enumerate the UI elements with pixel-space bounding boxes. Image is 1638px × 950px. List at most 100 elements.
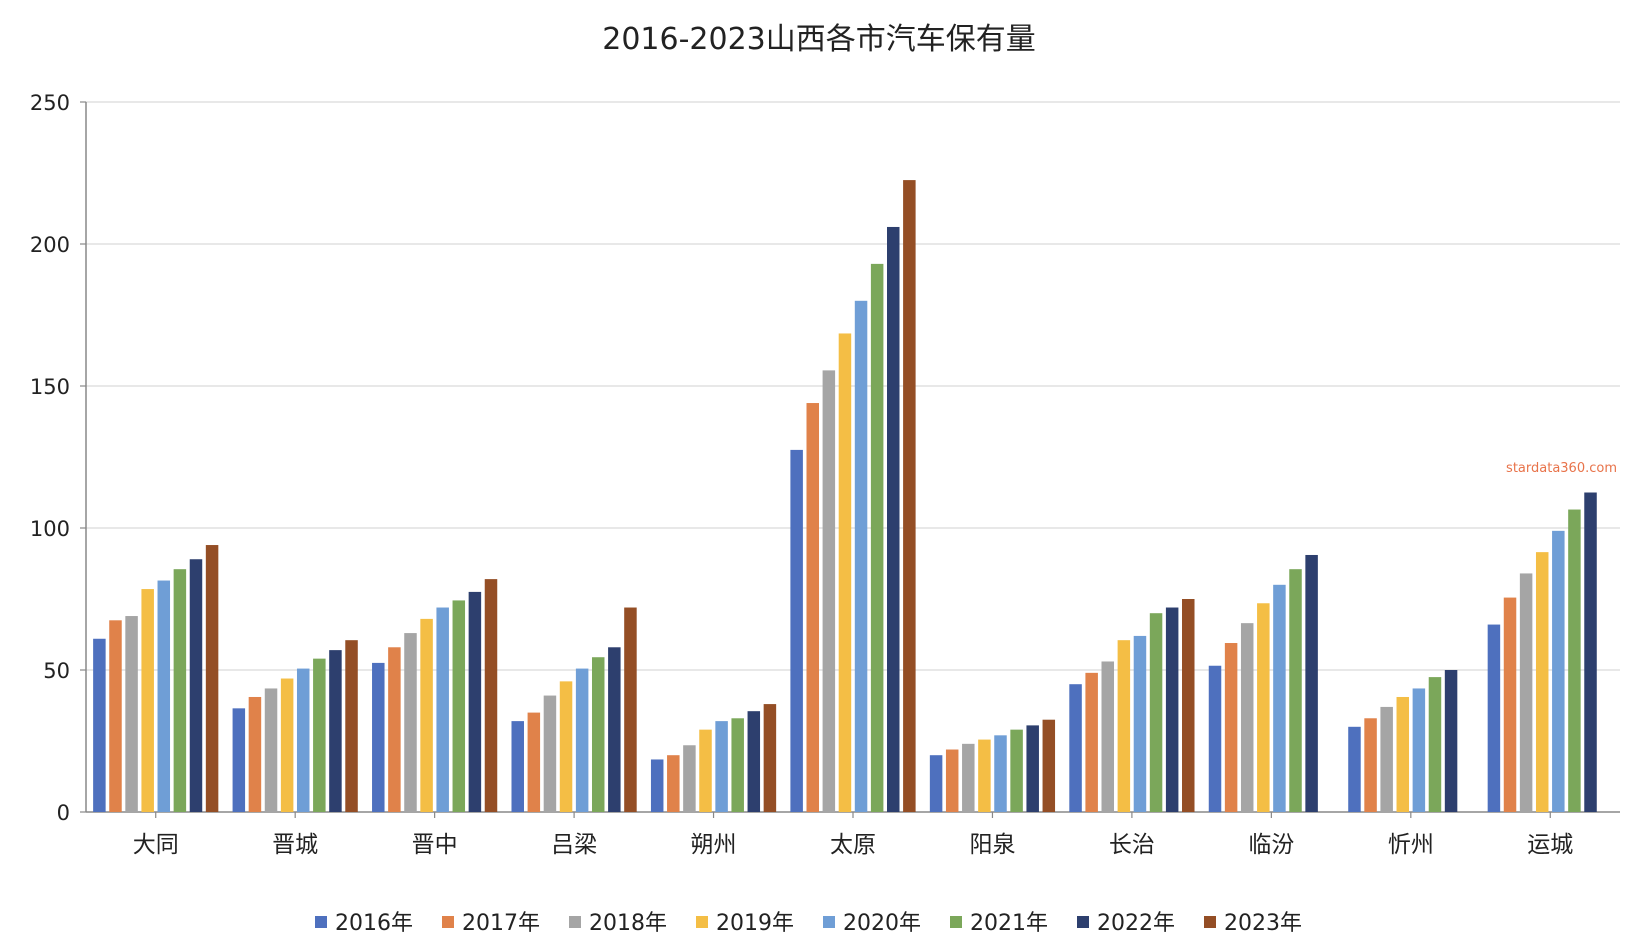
- bar-2023年-晋中: [484, 579, 498, 812]
- bar-2016年-长治: [1069, 684, 1082, 812]
- chart-title: 2016-2023山西各市汽车保有量: [602, 22, 1036, 57]
- bar-2021年-吕梁: [591, 657, 605, 812]
- bar-2022年-长治: [1165, 607, 1179, 812]
- bar-2018年-阳泉: [962, 743, 975, 812]
- bar-2021年-太原: [870, 263, 884, 812]
- x-tick-label: 大同: [133, 832, 179, 858]
- bar-2016年-忻州: [1348, 726, 1361, 812]
- x-tick-label: 临汾: [1248, 832, 1294, 858]
- bar-2018年-太原: [822, 370, 836, 812]
- x-tick-label: 阳泉: [969, 832, 1015, 858]
- bar-2018年-忻州: [1380, 706, 1393, 812]
- bar-2019年-忻州: [1396, 696, 1410, 812]
- bar-2020年-临汾: [1273, 584, 1286, 812]
- bar-2020年-运城: [1552, 530, 1565, 812]
- bar-2021年-晋城: [313, 658, 326, 812]
- bar-2018年-朔州: [683, 745, 696, 812]
- tick-labels: 0 50 100 150 200 250 大同 晋城 晋中 吕梁 朔州 太原 阳泉 长治 临汾 忻州 运城: [30, 91, 1573, 858]
- bar-2020年-吕梁: [575, 668, 589, 812]
- bar-2023年-大同: [205, 545, 219, 812]
- bar-2022年-忻州: [1444, 670, 1458, 812]
- bar-2016年-大同: [93, 638, 106, 812]
- bar-2022年-阳泉: [1026, 725, 1039, 812]
- bar-2023年-长治: [1182, 599, 1195, 812]
- bar-2016年-阳泉: [929, 755, 943, 812]
- bar-2017年-朔州: [667, 755, 680, 812]
- bar-2020年-长治: [1133, 635, 1147, 812]
- legend: 2016年 2017年 2018年 2019年 2020年 2021年 2022年 2023年: [315, 911, 1302, 936]
- bar-2021年-临汾: [1289, 569, 1302, 812]
- gridlines: [86, 101, 1620, 671]
- bars: [93, 180, 1597, 813]
- bar-2020年-忻州: [1412, 688, 1426, 812]
- bar-2018年-运城: [1519, 573, 1533, 812]
- legend-label: 2017年: [462, 911, 540, 936]
- bar-2022年-临汾: [1305, 554, 1318, 812]
- bar-2022年-晋中: [468, 591, 482, 812]
- bar-2019年-长治: [1117, 640, 1131, 812]
- bar-2017年-吕梁: [527, 712, 541, 812]
- y-tick-label: 0: [57, 801, 70, 825]
- legend-swatch: [1204, 916, 1216, 928]
- legend-label: 2016年: [335, 911, 413, 936]
- bar-2022年-吕梁: [608, 647, 621, 812]
- bar-2020年-阳泉: [994, 735, 1007, 812]
- bar-2020年-朔州: [715, 721, 728, 812]
- legend-label: 2019年: [716, 911, 794, 936]
- bar-2019年-朔州: [699, 729, 712, 812]
- bar-2023年-太原: [903, 180, 916, 813]
- legend-swatch: [950, 916, 962, 928]
- bar-2019年-晋城: [280, 678, 294, 812]
- watermark-text: stardata360.com: [1506, 461, 1617, 476]
- bar-2019年-临汾: [1257, 603, 1270, 812]
- bar-2017年-长治: [1085, 672, 1098, 812]
- bar-2016年-晋中: [372, 662, 385, 812]
- bar-2018年-吕梁: [543, 695, 557, 812]
- y-tick-label: 50: [43, 659, 70, 683]
- y-tick-label: 250: [30, 91, 70, 115]
- bar-2019年-太原: [838, 333, 852, 812]
- bar-2019年-晋中: [420, 618, 433, 812]
- bar-2017年-阳泉: [945, 749, 959, 812]
- bar-2022年-晋城: [329, 650, 342, 812]
- bar-2018年-晋中: [404, 633, 417, 812]
- bar-2017年-晋中: [388, 647, 401, 812]
- y-tick-label: 100: [30, 517, 70, 541]
- bar-2017年-晋城: [248, 696, 262, 812]
- y-tick-label: 200: [30, 233, 70, 257]
- bar-2020年-晋中: [436, 607, 449, 812]
- bar-2017年-忻州: [1364, 718, 1377, 812]
- bar-2021年-忻州: [1428, 677, 1442, 812]
- bar-2022年-朔州: [747, 711, 761, 812]
- x-tick-label: 晋中: [412, 832, 458, 858]
- bar-2017年-大同: [109, 620, 122, 812]
- bar-2018年-晋城: [264, 688, 278, 812]
- bar-2020年-晋城: [296, 668, 310, 812]
- bar-2017年-太原: [806, 403, 819, 812]
- bar-2021年-运城: [1568, 509, 1581, 812]
- x-tick-label: 朔州: [691, 832, 737, 858]
- x-tick-label: 太原: [830, 832, 876, 858]
- bar-2019年-大同: [141, 589, 154, 812]
- bar-2019年-吕梁: [559, 681, 573, 812]
- bar-2021年-朔州: [731, 718, 744, 812]
- bar-2016年-太原: [790, 449, 803, 812]
- bar-2016年-晋城: [232, 708, 246, 812]
- bar-2019年-运城: [1535, 552, 1549, 812]
- bar-2018年-长治: [1101, 661, 1115, 812]
- bar-2019年-阳泉: [978, 739, 991, 812]
- bar-2020年-太原: [854, 300, 868, 812]
- bar-2016年-朔州: [650, 759, 664, 812]
- x-tick-label: 吕梁: [551, 832, 597, 858]
- legend-label: 2021年: [970, 911, 1048, 936]
- bar-2023年-晋城: [345, 640, 358, 812]
- bar-2016年-临汾: [1208, 665, 1222, 812]
- bar-2021年-阳泉: [1010, 729, 1023, 812]
- legend-swatch: [696, 916, 708, 928]
- x-tick-label: 运城: [1527, 832, 1573, 858]
- x-tick-label: 晋城: [272, 832, 318, 858]
- legend-label: 2022年: [1097, 911, 1175, 936]
- bar-2022年-大同: [189, 559, 203, 812]
- x-tick-label: 忻州: [1388, 832, 1434, 858]
